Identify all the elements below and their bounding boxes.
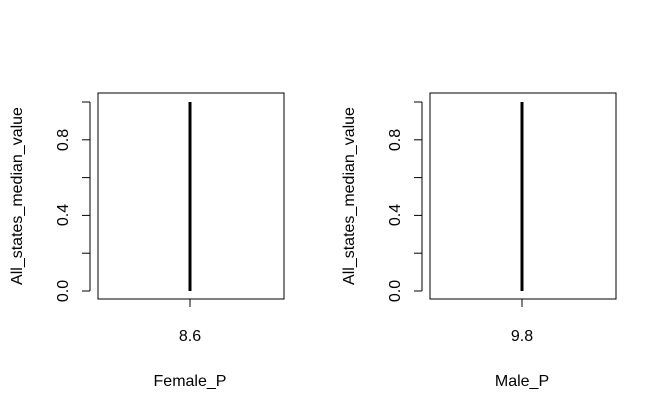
y-ticks	[82, 101, 90, 292]
y-ticks	[414, 101, 422, 292]
y-tick-label: 0.0	[55, 280, 72, 302]
y-tick-label: 0.4	[387, 204, 404, 226]
x-axis-label: Male_P	[495, 373, 549, 390]
y-tick-label: 0.8	[387, 129, 404, 151]
plot-frame	[97, 92, 285, 300]
x-axis-label: Female_P	[154, 373, 227, 390]
x-tick-label: 8.6	[179, 328, 201, 345]
y-axis-label: All_states_median_value	[341, 107, 358, 285]
chart-panel-male: 0.0 0.4 0.8 All_states_median_value 9.8 …	[341, 92, 617, 390]
chart-panel-female: 0.0 0.4 0.8 All_states_median_value 8.6 …	[9, 92, 285, 390]
y-axis-label: All_states_median_value	[9, 107, 26, 285]
y-tick-label: 0.8	[55, 129, 72, 151]
y-tick-label: 0.4	[55, 204, 72, 226]
y-tick-label: 0.0	[387, 280, 404, 302]
plot-frame	[429, 92, 617, 300]
x-tick-label: 9.8	[511, 328, 533, 345]
